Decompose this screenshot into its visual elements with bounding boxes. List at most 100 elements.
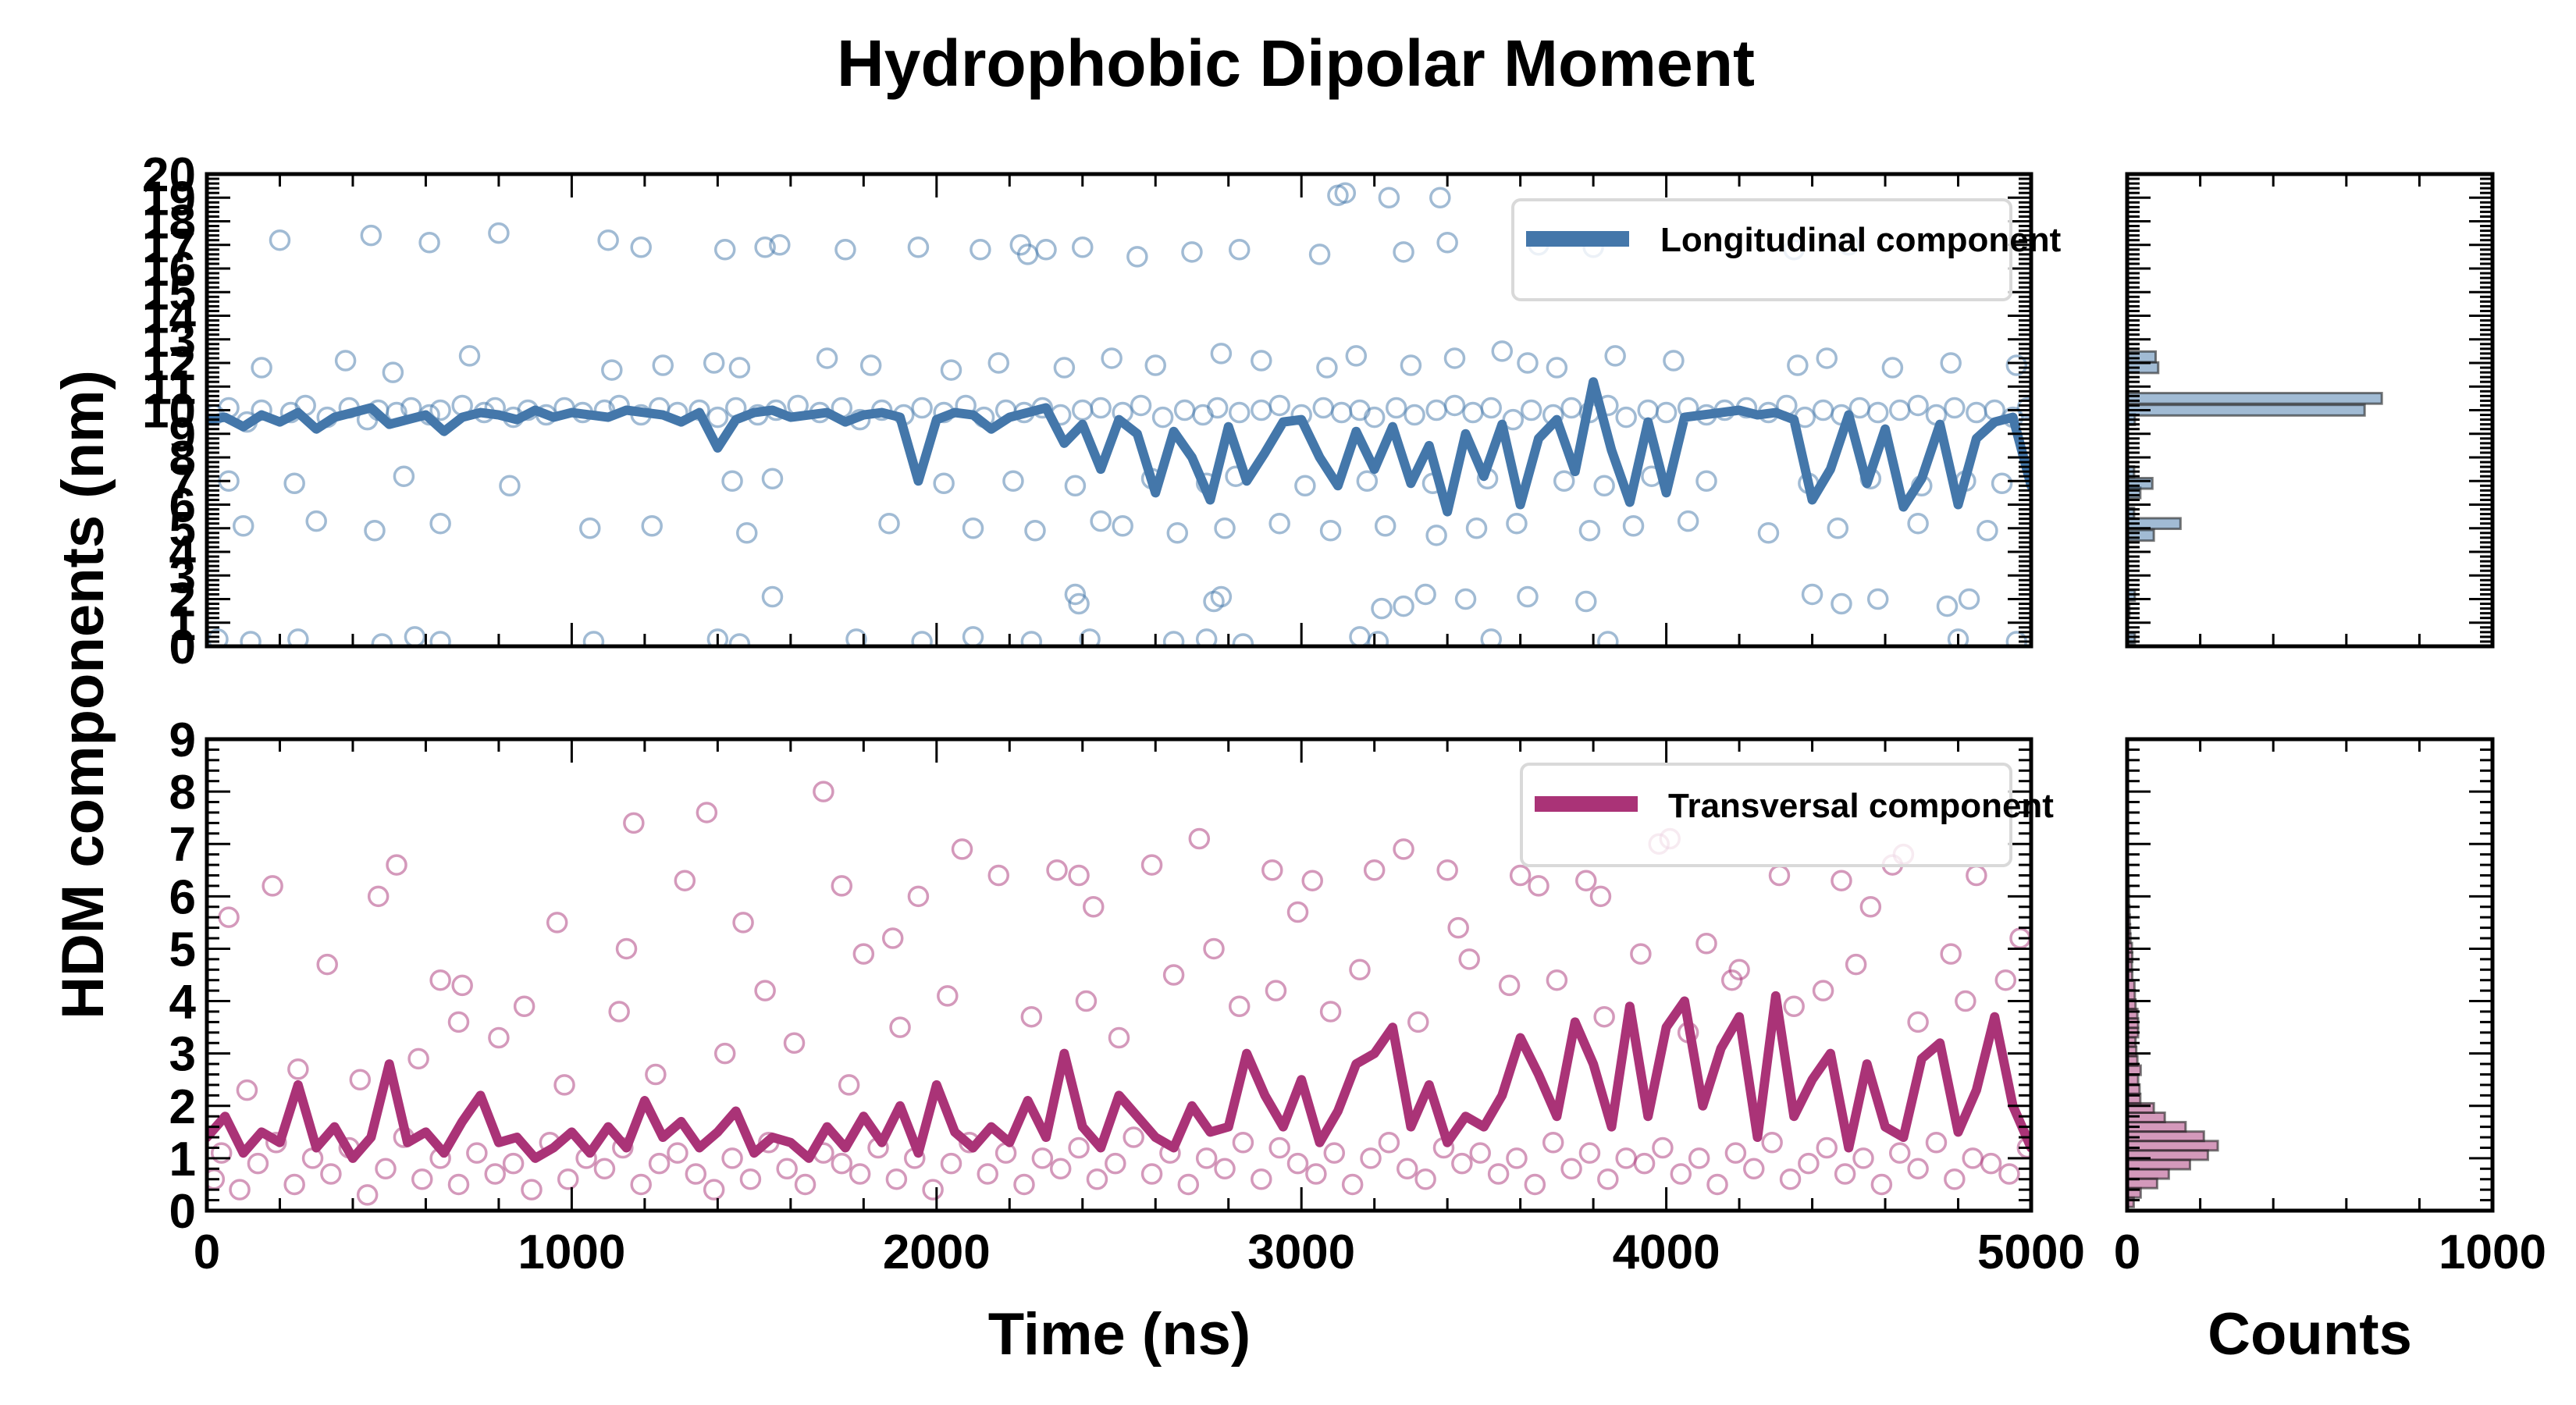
scatter-point <box>1151 406 1174 429</box>
scatter-point <box>334 350 357 372</box>
scatter-point <box>1998 1163 2020 1185</box>
scatter-point <box>776 1158 798 1180</box>
scatter-point <box>210 1142 233 1164</box>
scatter-point <box>889 1016 911 1038</box>
scatter-point <box>1728 959 1750 981</box>
scatter-point <box>429 969 451 991</box>
scatter-point <box>761 468 784 489</box>
scatter-point <box>721 1147 743 1169</box>
scatter-point <box>881 927 904 949</box>
scatter-point <box>1458 948 1480 970</box>
scatter-point <box>364 520 386 542</box>
scatter-point <box>1652 1136 1674 1159</box>
scatter-point <box>1688 1147 1710 1169</box>
scatter-point <box>1866 401 1889 424</box>
scatter-point <box>1994 969 2017 991</box>
scatter-point <box>305 510 327 532</box>
scatter-point <box>601 359 623 381</box>
scatter-point <box>987 864 1010 887</box>
histogram-bar <box>2126 1168 2170 1180</box>
y-tick-label: 16 <box>142 243 196 297</box>
y-tick-label: 11 <box>144 361 196 414</box>
histogram-tick-labels: 0 1000 <box>2114 1225 2546 1279</box>
scatter-point <box>1980 1152 2002 1175</box>
scatter-point <box>1695 932 1717 955</box>
scatter-point <box>794 1173 817 1196</box>
scatter-point <box>1374 514 1397 537</box>
y-tick-label: 4 <box>169 976 197 1030</box>
y-tick-label: 6 <box>169 870 196 924</box>
scatter-point <box>1090 510 1112 532</box>
scatter-point <box>1888 1142 1911 1164</box>
scatter-point <box>706 406 729 429</box>
scatter-point <box>1049 1158 1072 1180</box>
scatter-point <box>1181 241 1203 263</box>
scatter-point <box>1251 350 1272 372</box>
scatter-point <box>1020 631 1043 646</box>
scatter-point <box>1203 937 1225 960</box>
scatter-point <box>885 1168 908 1190</box>
scatter-point <box>739 1168 762 1190</box>
scatter-point <box>1083 896 1105 918</box>
scatter-point <box>1451 1152 1473 1175</box>
scatter-point <box>1615 406 1637 429</box>
scatter-point <box>1210 343 1233 365</box>
scatter-point <box>1553 470 1575 492</box>
scatter-point <box>1907 1158 1929 1180</box>
y-tick-label: 20 <box>142 148 196 202</box>
scatter-point <box>1834 1163 1856 1185</box>
scatter-point <box>1031 1147 1054 1169</box>
scatter-point <box>579 518 601 539</box>
y-tick-label: 4 <box>169 526 197 580</box>
scatter-point <box>728 633 751 646</box>
scatter-point <box>1761 1132 1783 1154</box>
scatter-point <box>1261 859 1283 881</box>
y-tick-label: 7 <box>169 818 196 872</box>
scatter-point <box>1575 590 1597 613</box>
hist-x-tick-label: 0 <box>2114 1225 2140 1279</box>
scatter-point <box>1090 397 1112 419</box>
scatter-point <box>521 1179 543 1200</box>
scatter-point <box>1480 397 1502 419</box>
scatter-point <box>316 953 338 976</box>
scatter-point <box>367 885 390 908</box>
scatter-point <box>1079 628 1101 646</box>
y-tick-label: 2 <box>169 1080 196 1134</box>
scatter-point <box>1436 859 1458 881</box>
scatter-point <box>1341 1173 1364 1196</box>
scatter-point <box>1429 187 1451 208</box>
y-tick-label: 18 <box>142 196 196 250</box>
x-tick-label: 0 <box>194 1225 220 1279</box>
scatter-point <box>1086 1168 1108 1190</box>
scatter-point <box>1319 520 1342 542</box>
scatter-point <box>754 980 776 1001</box>
longitudinal-ticks <box>205 173 2033 648</box>
scatter-point <box>1798 1152 1820 1175</box>
scatter-point <box>907 885 930 908</box>
scatter-point <box>813 781 834 802</box>
scatter-point <box>1407 1011 1429 1033</box>
scatter-point <box>1870 1173 1893 1196</box>
scatter-point <box>970 239 991 261</box>
y-tick-label: 9 <box>169 408 196 462</box>
scatter-point <box>1578 520 1601 542</box>
scatter-point <box>283 472 305 495</box>
scatter-point <box>1268 394 1290 417</box>
scatter-point <box>597 229 619 251</box>
scatter-point <box>1319 1001 1342 1023</box>
scatter-point <box>1214 518 1236 539</box>
scatter-point <box>1378 1132 1400 1154</box>
y-tick-label: 10 <box>142 385 196 439</box>
longitudinal-axes-frame <box>205 172 2033 649</box>
scatter-point <box>1123 1126 1144 1148</box>
scatter-point <box>1816 347 1838 369</box>
scatter-point <box>1162 964 1185 986</box>
scatter-point <box>451 974 473 997</box>
scatter-point <box>371 633 393 646</box>
y-tick-label: 0 <box>169 621 196 674</box>
scatter-point <box>553 1074 575 1096</box>
scatter-point <box>1575 870 1597 891</box>
scatter-point <box>1436 231 1458 254</box>
scatter-point <box>1378 187 1400 208</box>
